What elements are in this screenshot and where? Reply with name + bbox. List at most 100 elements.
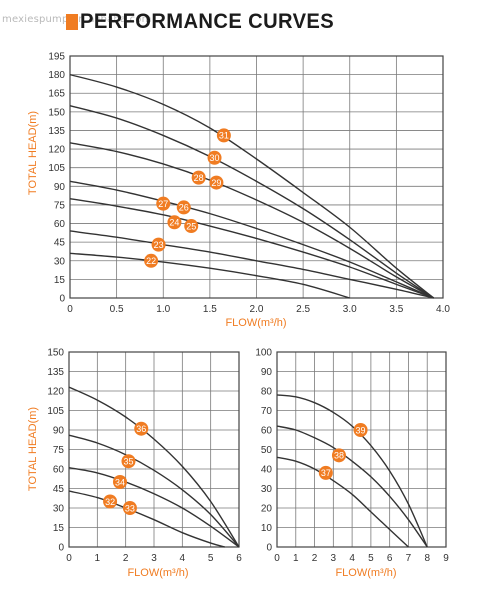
y-axis-label: TOTAL HEAD(m) bbox=[27, 407, 39, 491]
x-tick-label: 3 bbox=[331, 553, 337, 564]
title-bar-icon bbox=[66, 14, 78, 30]
badge-label: 30 bbox=[210, 153, 220, 163]
y-tick-label: 70 bbox=[261, 406, 273, 417]
curve-24 bbox=[70, 199, 434, 298]
curve-35 bbox=[68, 434, 240, 548]
y-tick-label: 50 bbox=[261, 445, 273, 456]
series-badge-32: 32 bbox=[103, 494, 118, 509]
badge-label: 32 bbox=[105, 497, 115, 507]
series-badge-23: 23 bbox=[151, 237, 166, 252]
series-badge-29: 29 bbox=[209, 175, 224, 190]
x-tick-label: 0 bbox=[66, 553, 72, 564]
badge-circle bbox=[353, 423, 368, 437]
y-tick-label: 60 bbox=[53, 465, 65, 476]
x-tick-label: 3.5 bbox=[389, 304, 403, 315]
x-axis-label: FLOW(m³/h) bbox=[225, 317, 286, 329]
plot-frame bbox=[276, 351, 447, 548]
y-tick-label: 0 bbox=[59, 294, 65, 305]
curve-25 bbox=[70, 199, 434, 298]
curve-29 bbox=[69, 142, 435, 299]
y-tick-label: 90 bbox=[53, 426, 65, 437]
badge-circle bbox=[121, 454, 136, 469]
x-tick-label: 3 bbox=[151, 553, 157, 564]
badge-label: 39 bbox=[356, 425, 366, 435]
y-tick-label: 10 bbox=[261, 523, 273, 534]
curve-30 bbox=[69, 104, 435, 299]
curve-39 bbox=[276, 394, 428, 548]
curve-31 bbox=[69, 73, 435, 299]
x-tick-label: 5 bbox=[208, 553, 214, 564]
chart-3: 0 10 20 30 40 50 60 70 80 90 100 0 1 2 3 4 5 6 7 8 9 FLOW(m³/… bbox=[255, 348, 449, 580]
badge-circle bbox=[191, 170, 206, 185]
plot-frame bbox=[69, 55, 444, 299]
x-tick-label: 2 bbox=[123, 553, 129, 564]
x-tick-label: 0 bbox=[274, 553, 280, 564]
badge-circle bbox=[209, 175, 224, 190]
x-axis-label: FLOW(m³/h) bbox=[335, 567, 396, 579]
page-title: PERFORMANCE CURVES bbox=[80, 10, 335, 33]
y-tick-label: 0 bbox=[58, 543, 64, 554]
series-badge-33: 33 bbox=[122, 501, 137, 515]
y-tick-label: 120 bbox=[47, 387, 64, 398]
x-tick-label: 4 bbox=[180, 553, 186, 564]
y-tick-label: 90 bbox=[261, 367, 273, 378]
y-tick-label: 45 bbox=[54, 238, 66, 249]
y-tick-label: 30 bbox=[53, 504, 65, 515]
y-tick-label: 80 bbox=[261, 387, 273, 398]
y-tick-label: 105 bbox=[48, 163, 65, 174]
y-tick-label: 105 bbox=[47, 406, 64, 417]
badge-label: 28 bbox=[194, 173, 204, 183]
x-axis-label: FLOW(m³/h) bbox=[127, 567, 188, 579]
badge-label: 35 bbox=[123, 457, 133, 467]
badge-label: 22 bbox=[146, 256, 156, 266]
badge-label: 24 bbox=[169, 218, 179, 228]
series-badge-30: 30 bbox=[207, 150, 222, 165]
y-axis-label: TOTAL HEAD(m) bbox=[27, 111, 39, 195]
y-tick-label: 60 bbox=[261, 426, 273, 437]
x-tick-label: 5 bbox=[368, 553, 374, 564]
badge-label: 29 bbox=[211, 178, 221, 188]
badge-circle bbox=[122, 501, 137, 515]
badge-circle bbox=[184, 219, 199, 234]
x-tick-label: 6 bbox=[387, 553, 393, 564]
series-badge-39: 39 bbox=[353, 423, 368, 437]
badge-label: 31 bbox=[219, 131, 229, 141]
x-tick-label: 4.0 bbox=[436, 304, 450, 315]
y-tick-label: 150 bbox=[47, 348, 64, 359]
series-badge-27: 27 bbox=[156, 196, 171, 211]
y-tick-label: 120 bbox=[48, 145, 65, 156]
badge-circle bbox=[103, 494, 118, 509]
badge-circle bbox=[318, 465, 333, 480]
series-badge-26: 26 bbox=[176, 200, 191, 215]
curve-22 bbox=[69, 252, 350, 299]
badge-circle bbox=[331, 448, 346, 463]
badge-label: 26 bbox=[179, 203, 189, 213]
y-tick-label: 20 bbox=[261, 504, 273, 515]
badge-circle bbox=[176, 200, 191, 215]
y-tick-label: 180 bbox=[48, 70, 65, 81]
y-tick-label: 135 bbox=[48, 126, 65, 137]
y-tick-label: 195 bbox=[48, 52, 65, 63]
badge-circle bbox=[216, 128, 231, 143]
y-tick-label: 100 bbox=[255, 348, 272, 359]
curve-34 bbox=[68, 467, 240, 548]
y-tick-label: 60 bbox=[54, 219, 66, 230]
y-tick-label: 165 bbox=[48, 89, 65, 100]
series-badge-35: 35 bbox=[121, 454, 136, 469]
series-badge-31: 31 bbox=[216, 128, 231, 143]
curve-36 bbox=[68, 386, 240, 548]
series-badge-36: 36 bbox=[134, 421, 149, 436]
curve-27 bbox=[69, 180, 434, 299]
badge-circle bbox=[134, 421, 149, 436]
badge-label: 34 bbox=[115, 477, 125, 487]
badge-label: 37 bbox=[321, 468, 331, 478]
curve-37 bbox=[276, 456, 409, 548]
badge-label: 25 bbox=[186, 221, 196, 231]
plot-frame bbox=[68, 351, 240, 548]
x-tick-label: 0.5 bbox=[110, 304, 124, 315]
badge-circle bbox=[207, 150, 222, 165]
badge-circle bbox=[113, 475, 127, 489]
badge-label: 33 bbox=[125, 503, 135, 513]
series-badge-37: 37 bbox=[318, 465, 333, 480]
